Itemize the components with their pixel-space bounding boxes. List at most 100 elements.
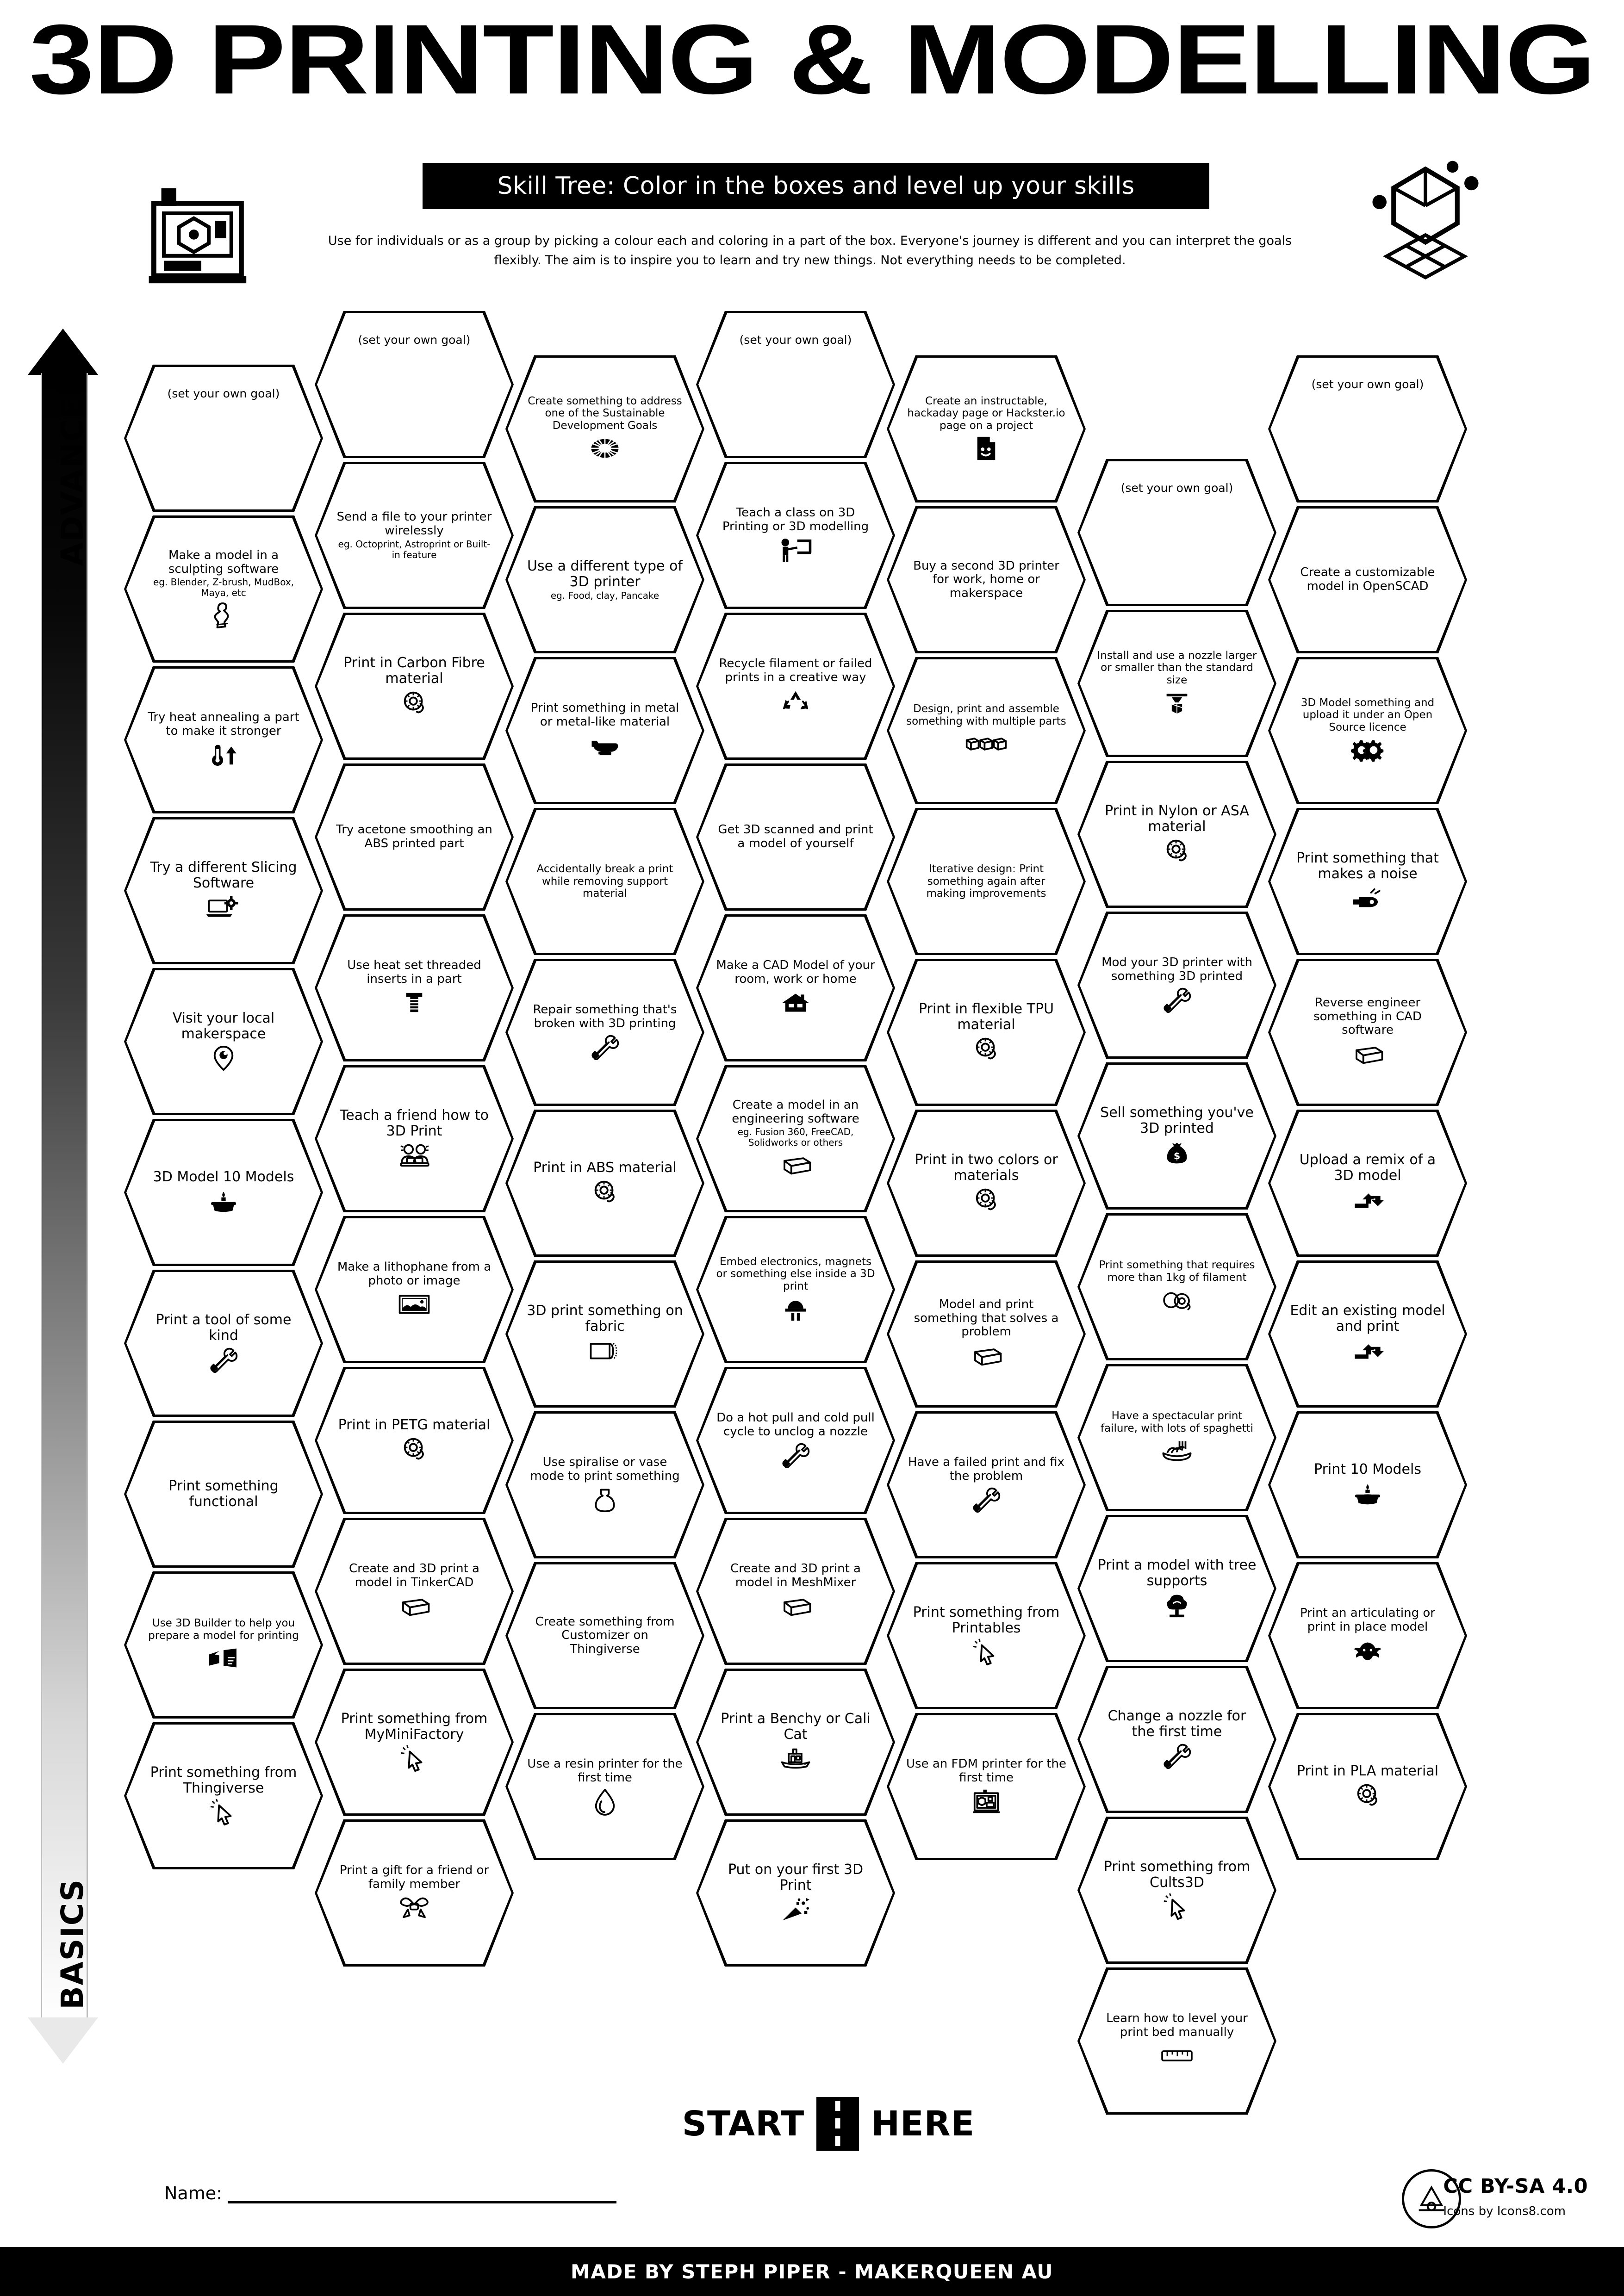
skill-hex[interactable]: Create a model in an engineering softwar…	[696, 1065, 895, 1212]
name-field-row[interactable]: Name:	[164, 2183, 616, 2203]
skill-hex[interactable]: Make a model in a sculpting software eg. …	[124, 515, 323, 663]
skill-hex[interactable]: Use an FDM printer for the first time	[887, 1713, 1086, 1860]
skill-hex[interactable]: Use spiralise or vase mode to print some…	[505, 1411, 704, 1558]
wireframe-box-icon	[1288, 1040, 1448, 1068]
hex-outline	[505, 1713, 704, 1860]
skill-hex[interactable]: Repair something that's broken with 3D p…	[505, 959, 704, 1106]
skill-hex[interactable]: Make a lithophane from a photo or image	[315, 1216, 514, 1363]
wireframe-box-icon	[334, 1592, 494, 1620]
skill-hex[interactable]: Embed electronics, magnets or something …	[696, 1216, 895, 1363]
skill-hex[interactable]: Print in Carbon Fibre material	[315, 613, 514, 760]
skill-hex[interactable]: Print in flexible TPU material	[887, 959, 1086, 1106]
skill-hex[interactable]: Edit an existing model and print	[1268, 1260, 1467, 1408]
skill-hex[interactable]: Reverse engineer something in CAD softwa…	[1268, 959, 1467, 1106]
skill-hex[interactable]: Have a spectacular print failure, with l…	[1077, 1364, 1276, 1511]
hex-outline	[1268, 355, 1467, 503]
skill-hex[interactable]: 3D print something on fabric	[505, 1260, 704, 1408]
skill-hex[interactable]: Visit your local makerspace	[124, 968, 323, 1115]
skill-hex[interactable]: Print something from Thingiverse	[124, 1722, 323, 1869]
skill-title: Install and use a nozzle larger or small…	[1097, 649, 1257, 686]
skill-title: Have a spectacular print failure, with l…	[1100, 1410, 1254, 1434]
name-input-line[interactable]	[227, 2197, 616, 2203]
skill-hex[interactable]: Print something that requires more than …	[1077, 1213, 1276, 1360]
skill-hex[interactable]: Print in PETG material	[315, 1367, 514, 1514]
skill-hex[interactable]: Change a nozzle for the first time	[1077, 1666, 1276, 1813]
skill-hex[interactable]: Teach a class on 3D Printing or 3D model…	[696, 462, 895, 609]
skill-hex[interactable]: 3D Model 10 Models	[124, 1119, 323, 1266]
skill-hex[interactable]: Print something functional	[124, 1421, 323, 1568]
skill-hex[interactable]: Print a tool of some kind	[124, 1270, 323, 1417]
skill-hex[interactable]: Accidentally break a print while removin…	[505, 808, 704, 955]
hex-outline	[315, 1518, 514, 1665]
skill-hex[interactable]: Teach a friend how to 3D Print	[315, 1065, 514, 1212]
skill-hex[interactable]: Send a file to your printer wirelessly eg…	[315, 462, 514, 609]
skill-hex[interactable]: Create an instructable, hackaday page or…	[887, 355, 1086, 503]
skill-hex[interactable]: (set your own goal)	[1268, 355, 1467, 503]
skill-hex[interactable]: Print a gift for a friend or family memb…	[315, 1819, 514, 1967]
skill-title: Use 3D Builder to help you prepare a mod…	[148, 1617, 299, 1642]
benchy-boat-icon	[716, 1744, 876, 1773]
skill-hex[interactable]: Print in Nylon or ASA material	[1077, 761, 1276, 908]
skill-hex[interactable]: Print in ABS material	[505, 1110, 704, 1257]
skill-hex[interactable]: Create and 3D print a model in MeshMixer	[696, 1518, 895, 1665]
skill-title: Put on your first 3D Print	[728, 1861, 864, 1893]
skill-hex[interactable]: Use heat set threaded inserts in a part	[315, 914, 514, 1061]
hex-outline	[887, 657, 1086, 804]
skill-hex[interactable]: Have a failed print and fix the problem	[887, 1411, 1086, 1558]
skill-hex[interactable]: Create and 3D print a model in TinkerCAD	[315, 1518, 514, 1665]
skill-hex[interactable]: Print 10 Models	[1268, 1411, 1467, 1558]
skill-title: 3D Model something and upload it under a…	[1300, 696, 1435, 733]
hex-outline	[505, 355, 704, 503]
skill-title: 3D Model 10 Models	[153, 1168, 294, 1185]
skill-hex[interactable]: Make a CAD Model of your room, work or h…	[696, 914, 895, 1061]
skill-hex[interactable]: (set your own goal)	[315, 311, 514, 458]
skill-hex[interactable]: Print an articulating or print in place …	[1268, 1562, 1467, 1709]
skill-hex[interactable]: Try acetone smoothing an ABS printed par…	[315, 763, 514, 911]
presenter-icon	[716, 536, 876, 565]
skill-title: (set your own goal)	[1120, 481, 1233, 495]
progression-arrow	[28, 329, 98, 2064]
skill-hex[interactable]: Install and use a nozzle larger or small…	[1077, 610, 1276, 757]
arrow-head-down	[28, 2017, 98, 2064]
skill-hex[interactable]: Buy a second 3D printer for work, home o…	[887, 506, 1086, 653]
skill-hex[interactable]: Print something in metal or metal-like m…	[505, 657, 704, 804]
skill-hex[interactable]: Print a Benchy or Cali Cat	[696, 1669, 895, 1816]
skill-hex[interactable]: Try a different Slicing Software	[124, 817, 323, 964]
skill-title: Print something functional	[168, 1478, 279, 1510]
skill-hex[interactable]: Mod your 3D printer with something 3D pr…	[1077, 912, 1276, 1059]
skill-hex[interactable]: Create a customizable model in OpenSCAD	[1268, 506, 1467, 653]
skill-hex[interactable]: (set your own goal)	[124, 365, 323, 512]
skill-hex[interactable]: Iterative design: Print something again …	[887, 808, 1086, 955]
skill-hex[interactable]: Model and print something that solves a …	[887, 1260, 1086, 1408]
skill-hex[interactable]: Use a different type of 3D printer eg. Fo…	[505, 506, 704, 653]
skill-hex[interactable]: Design, print and assemble something wit…	[887, 657, 1086, 804]
skill-hex[interactable]: Try heat annealing a part to make it str…	[124, 666, 323, 813]
skill-hex[interactable]: Print something that makes a noise	[1268, 808, 1467, 955]
skill-hex[interactable]: Print a model with tree supports	[1077, 1515, 1276, 1662]
skill-hex[interactable]: (set your own goal)	[1077, 459, 1276, 606]
skill-hex[interactable]: Get 3D scanned and print a model of your…	[696, 763, 895, 911]
skill-hex[interactable]: Learn how to level your print bed manual…	[1077, 1967, 1276, 2115]
skill-hex[interactable]: Print something from Cults3D	[1077, 1817, 1276, 1964]
nozzle-icon	[1097, 689, 1257, 717]
skill-hex[interactable]: 3D Model something and upload it under a…	[1268, 657, 1467, 804]
skill-hex[interactable]: (set your own goal)	[696, 311, 895, 458]
skill-hex[interactable]: Create something to address one of the S…	[505, 355, 704, 503]
skill-hex[interactable]: Print something from MyMiniFactory	[315, 1669, 514, 1816]
skill-hex[interactable]: Put on your first 3D Print	[696, 1819, 895, 1967]
skill-hex[interactable]: Print in two colors or materials	[887, 1110, 1086, 1257]
hex-outline	[124, 365, 323, 512]
subtitle-banner: Skill Tree: Color in the boxes and level…	[423, 163, 1209, 209]
skill-hex[interactable]: Upload a remix of a 3D model	[1268, 1110, 1467, 1257]
skill-hex[interactable]: Print something from Printables	[887, 1562, 1086, 1709]
skill-hex[interactable]: Use a resin printer for the first time	[505, 1713, 704, 1860]
skill-hex[interactable]: Create something from Customizer on Thin…	[505, 1562, 704, 1709]
skill-hex[interactable]: Print in PLA material	[1268, 1713, 1467, 1860]
skill-title: Print something from Printables	[913, 1604, 1060, 1636]
hex-outline	[1268, 1713, 1467, 1860]
skill-hex[interactable]: Sell something you've 3D printed $	[1077, 1062, 1276, 1210]
skill-hex[interactable]: Recycle filament or failed prints in a c…	[696, 613, 895, 760]
skill-hex[interactable]: Use 3D Builder to help you prepare a mod…	[124, 1571, 323, 1719]
skill-hex[interactable]: Do a hot pull and cold pull cycle to unc…	[696, 1367, 895, 1514]
